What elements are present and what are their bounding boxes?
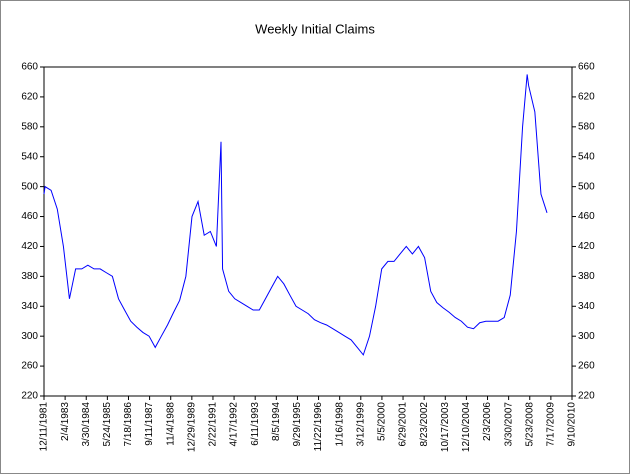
x-tick-label: 12/11/1981	[39, 402, 50, 452]
x-tick-label: 6/11/1993	[250, 402, 261, 446]
x-tick-label: 10/17/2003	[440, 402, 451, 452]
x-tick-label: 3/12/1999	[355, 402, 366, 447]
x-tick-label: 8/5/1994	[271, 402, 282, 441]
x-tick-label: 3/30/2007	[503, 402, 514, 447]
y2-tick-label: 260	[578, 361, 595, 372]
y2-tick-label: 460	[578, 211, 595, 222]
x-tick-label: 2/22/1991	[208, 402, 219, 447]
x-tick-label: 9/10/2010	[567, 402, 578, 447]
x-tick-label: 7/17/2009	[546, 402, 557, 447]
x-tick-label: 4/17/1992	[229, 402, 240, 447]
x-tick-label: 9/29/1995	[292, 402, 303, 447]
x-tick-label: 8/23/2002	[419, 402, 430, 447]
y-tick-label: 660	[21, 62, 38, 73]
y2-tick-label: 300	[578, 331, 595, 342]
y-tick-label: 500	[21, 181, 38, 192]
y2-tick-label: 220	[578, 391, 595, 402]
x-tick-label: 2/3/2006	[482, 402, 493, 441]
x-tick-label: 6/29/2001	[398, 402, 409, 447]
y-tick-label: 580	[21, 121, 38, 132]
y-tick-label: 540	[21, 151, 38, 162]
y-tick-label: 380	[21, 271, 38, 282]
x-tick-label: 9/11/1987	[144, 402, 155, 446]
plot-area	[43, 66, 573, 397]
x-tick-label: 5/5/2000	[377, 402, 388, 441]
chart-title: Weekly Initial Claims	[255, 21, 375, 36]
y2-tick-label: 620	[578, 92, 595, 103]
x-tick-label: 3/30/1984	[81, 402, 92, 447]
y-tick-label: 460	[21, 211, 38, 222]
y-tick-label: 340	[21, 301, 38, 312]
y2-tick-label: 420	[578, 241, 595, 252]
x-tick-label: 5/23/2008	[524, 402, 535, 447]
y2-tick-label: 580	[578, 121, 595, 132]
x-tick-label: 2/4/1983	[60, 402, 71, 441]
y2-tick-label: 540	[578, 151, 595, 162]
y-tick-label: 620	[21, 92, 38, 103]
x-tick-label: 12/10/2004	[461, 402, 472, 452]
y2-tick-label: 380	[578, 271, 595, 282]
x-tick-label: 11/22/1996	[313, 402, 324, 452]
y2-tick-label: 660	[578, 62, 595, 73]
x-tick-label: 7/18/1986	[123, 402, 134, 447]
y-tick-label: 260	[21, 361, 38, 372]
y2-tick-label: 340	[578, 301, 595, 312]
x-tick-label: 11/4/1988	[165, 402, 176, 446]
x-tick-label: 12/29/1989	[186, 402, 197, 452]
x-tick-label: 5/24/1985	[102, 402, 113, 447]
y2-tick-label: 500	[578, 181, 595, 192]
y-tick-label: 420	[21, 241, 38, 252]
x-tick-label: 1/16/1998	[334, 402, 345, 447]
y-tick-label: 220	[21, 391, 38, 402]
y-tick-label: 300	[21, 331, 38, 342]
data-line	[43, 74, 548, 356]
